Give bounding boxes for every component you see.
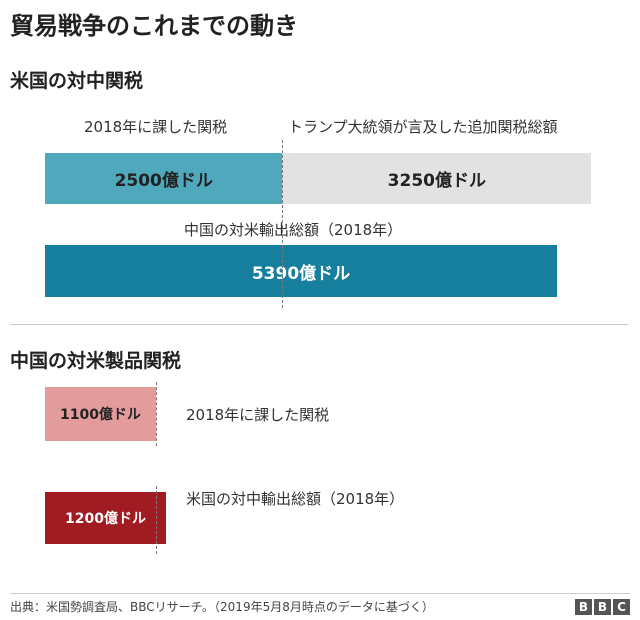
reference-dashed-line	[155, 486, 157, 554]
bar-china-tariff-2018: 1100億ドル	[45, 387, 156, 441]
bbc-logo: B B C	[575, 599, 630, 615]
bar-value-label: 1100億ドル	[59, 407, 141, 423]
bbc-logo-letter: B	[594, 599, 611, 615]
bar-value-label: 5390億ドル	[251, 263, 351, 284]
us-tariff-2018-label: 2018年に課した関税	[84, 118, 228, 136]
china-exports-label: 中国の対米輸出総額（2018年）	[184, 221, 403, 239]
bar-value-label: 3250億ドル	[387, 171, 486, 191]
bbc-logo-letter: C	[613, 599, 630, 615]
bar-us-additional-tariff: 3250億ドル	[282, 153, 592, 204]
bar-china-exports-2018: 5390億ドル	[45, 245, 557, 297]
source-note: 出典：米国勢調査局、BBCリサーチ。（2019年5月8月時点のデータに基づく）	[10, 600, 434, 614]
section-divider	[10, 324, 628, 325]
us-exports-label: 米国の対中輸出総額（2018年）	[186, 490, 405, 508]
bar-us-tariff-2018: 2500億ドル	[45, 153, 283, 204]
bar-value-label: 1200億ドル	[65, 511, 146, 527]
footer-rule	[10, 593, 630, 594]
page-title: 貿易戦争のこれまでの動き	[10, 12, 298, 40]
us-tariff-section-title: 米国の対中関税	[10, 70, 144, 92]
china-tariff-2018-label: 2018年に課した関税	[186, 406, 330, 424]
bbc-logo-letter: B	[575, 599, 592, 615]
bar-us-exports-2018: 1200億ドル	[45, 492, 166, 544]
reference-dashed-line	[155, 382, 157, 446]
china-tariff-section-title: 中国の対米製品関税	[10, 350, 182, 372]
reference-dashed-line	[282, 140, 284, 308]
bar-value-label: 2500億ドル	[114, 171, 213, 191]
us-additional-tariff-label: トランプ大統領が言及した追加関税総額	[288, 118, 558, 136]
